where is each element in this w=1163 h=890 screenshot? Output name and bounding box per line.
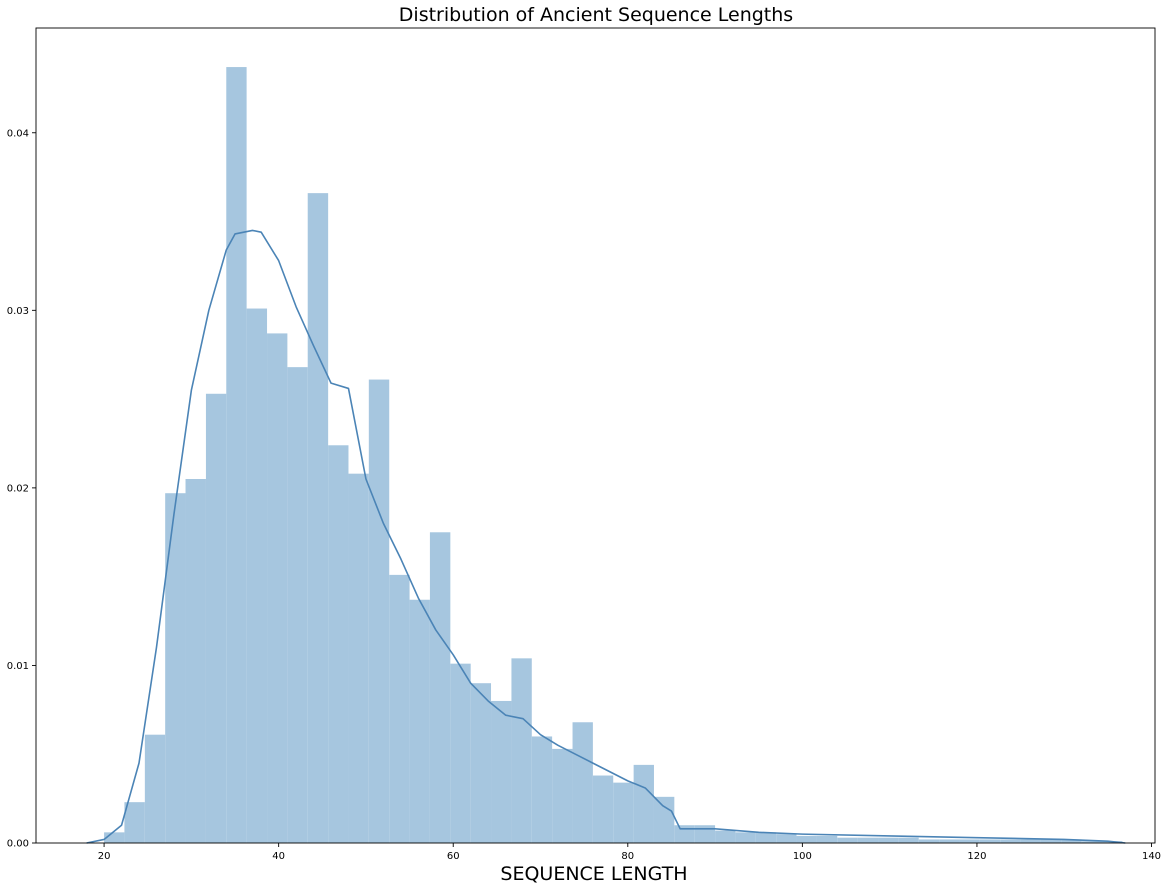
histogram-bar (328, 445, 349, 843)
histogram-bar (185, 479, 206, 843)
kde-curve (86, 229, 1126, 844)
histogram-bar (165, 493, 186, 843)
histogram-bar (389, 574, 410, 843)
histogram-bar (429, 532, 451, 843)
histogram-bar (653, 796, 675, 843)
histogram-bar (491, 700, 512, 843)
histogram-bar (592, 775, 614, 843)
histogram-bar (816, 835, 838, 843)
x-tick-label: 20 (98, 851, 111, 862)
histogram-bar (124, 802, 145, 843)
histogram-bar (470, 683, 492, 843)
histogram-bar (450, 663, 471, 843)
histogram-bar (857, 837, 879, 843)
histogram-bar (307, 193, 329, 843)
histogram-bar (205, 393, 227, 843)
x-tick-label: 120 (967, 851, 986, 862)
histogram-bar (755, 832, 777, 843)
histogram-bar (1040, 839, 1062, 843)
histogram-bar (837, 837, 858, 843)
axes-frame (35, 27, 1156, 844)
histogram-bars (104, 67, 1123, 843)
histogram-bar (918, 839, 940, 843)
histogram-bar (1020, 839, 1041, 843)
histogram-bar (878, 837, 899, 843)
y-tick-label: 0.04 (7, 128, 29, 139)
y-tick-label: 0.01 (7, 661, 29, 672)
histogram-bar (104, 832, 125, 843)
histogram-bar (368, 379, 390, 843)
histogram-bar (226, 67, 247, 843)
histogram-bar (715, 830, 736, 843)
histogram-bar (633, 764, 654, 843)
histogram-bar (979, 839, 1001, 843)
histogram-bar (613, 782, 634, 843)
histogram-bar (694, 825, 716, 843)
histogram-bar (572, 722, 593, 843)
histogram-bar (939, 839, 960, 843)
x-axis-ticks: 20 40 60 80 100 120 140 (98, 843, 1161, 862)
x-axis-label: SEQUENCE LENGTH (500, 863, 687, 885)
histogram-bar (531, 736, 553, 843)
x-tick-label: 100 (793, 851, 812, 862)
kde-curve-layer (86, 229, 1126, 844)
y-tick-label: 0.00 (7, 839, 29, 850)
histogram-bar (898, 837, 919, 843)
histogram-bar (959, 839, 980, 843)
plot-frame (35, 27, 1156, 844)
histogram-bar (348, 473, 369, 843)
histogram-bar (1000, 839, 1021, 843)
y-tick-label: 0.02 (7, 483, 29, 494)
histogram-bar (267, 333, 288, 843)
histogram-bar (776, 834, 797, 843)
y-tick-label: 0.03 (7, 306, 29, 317)
x-tick-label: 60 (447, 851, 460, 862)
histogram-bar (674, 825, 695, 843)
histogram-bar (144, 734, 166, 843)
x-tick-label: 140 (1142, 851, 1161, 862)
histogram-bar (511, 658, 532, 843)
histogram-bar (796, 835, 817, 843)
histogram-bar (246, 308, 268, 843)
histogram-bar (1081, 841, 1103, 843)
x-tick-label: 40 (272, 851, 285, 862)
histogram-bar (409, 599, 430, 843)
y-axis-ticks: 0.00 0.01 0.02 0.03 0.04 (7, 128, 36, 850)
x-tick-label: 80 (621, 851, 634, 862)
histogram-bar (287, 367, 308, 843)
histogram-bar (552, 748, 573, 843)
histogram-bar (735, 832, 756, 843)
histogram-bar (1061, 839, 1082, 843)
chart-title: Distribution of Ancient Sequence Lengths (399, 4, 793, 26)
